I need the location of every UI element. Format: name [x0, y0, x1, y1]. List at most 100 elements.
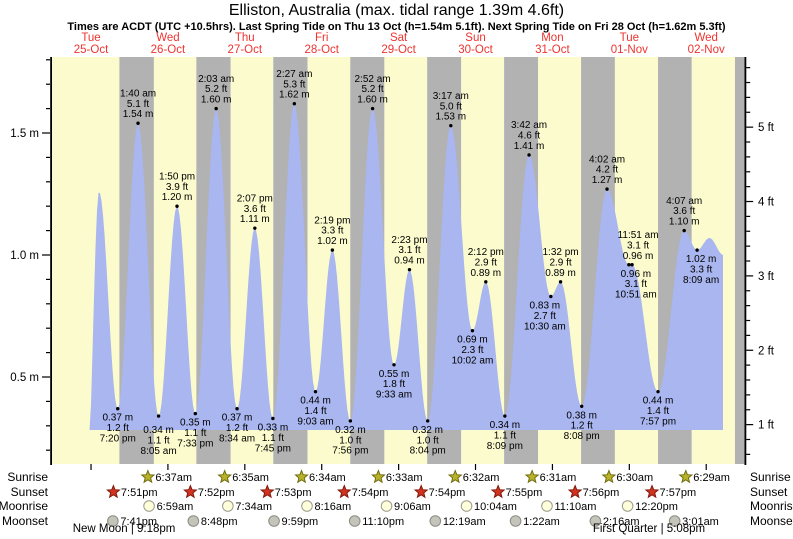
tide-annotation: 1.02 m [686, 254, 717, 265]
tide-annotation: 1.20 m [162, 192, 193, 203]
right-axis-tick [746, 349, 754, 351]
tide-annotation: 2.7 ft [534, 311, 556, 322]
left-axis-tick [46, 303, 50, 305]
tide-extreme-dot [348, 419, 353, 423]
tide-annotation: 2.3 ft [461, 345, 483, 356]
right-axis-tick [746, 81, 751, 84]
day-tick [244, 464, 246, 470]
sunset-time: 7:52pm [198, 487, 235, 499]
sunset-star-icon [183, 484, 198, 499]
right-axis-tick [746, 319, 751, 322]
left-axis-label: 1.5 m [10, 128, 39, 140]
tide-annotation: 1.11 m [240, 214, 270, 225]
sunset-time: 7:54pm [352, 487, 389, 499]
sunrise-star-icon [447, 469, 463, 484]
moonrise-icon [541, 500, 553, 512]
day-date-label: 25-Oct [74, 44, 109, 56]
tide-annotation: 4.6 ft [518, 131, 540, 142]
moonrise-icon [301, 500, 313, 512]
tide-annotation: 1.02 m [317, 236, 348, 247]
sunrise-star-icon [294, 469, 309, 484]
sunset-star-icon [490, 484, 506, 499]
tide-annotation: 0.55 m [379, 369, 410, 380]
tide-annotation: 1.27 m [592, 175, 623, 186]
day-name-label: Sat [390, 32, 408, 44]
sunset-star-icon [336, 484, 352, 499]
tide-annotation: 1.60 m [357, 95, 388, 106]
tide-annotation: 1.62 m [279, 90, 310, 101]
moonset-icon [668, 515, 681, 527]
tide-annotation: 5.2 ft [205, 84, 227, 95]
left-axis-tick [46, 205, 50, 207]
day-tick [167, 464, 169, 470]
right-axis-tick [746, 96, 751, 98]
moon-phase-label: New Moon | 9:18pm [73, 523, 176, 535]
tide-extreme-dot [549, 294, 553, 299]
tide-annotation: 7:33 pm [177, 438, 213, 449]
page-title: Elliston, Australia (max. tidal range 1.… [228, 2, 565, 19]
day-name-label: Thu [235, 32, 255, 44]
left-axis-tick [46, 449, 50, 451]
sunrise-time: 6:34am [309, 472, 346, 484]
day-name-label: Mon [541, 32, 563, 44]
tide-annotation: 9:33 am [376, 390, 412, 401]
tide-annotation: 4:07 am [666, 196, 702, 207]
sunrise-time: 6:29am [693, 472, 730, 484]
right-axis-label: 5 ft [758, 122, 775, 134]
right-axis-tick [746, 364, 751, 366]
tide-annotation: 2:12 pm [468, 247, 504, 258]
tide-extreme-dot [214, 106, 218, 111]
moonrise-icon [380, 500, 393, 512]
tide-extreme-dot [627, 263, 631, 267]
tide-annotation: 10:30 am [524, 321, 566, 332]
tide-extreme-dot [558, 280, 563, 284]
moonset-icon [348, 515, 361, 527]
moonset-icon [107, 515, 119, 527]
right-axis-tick [746, 200, 754, 203]
tide-annotation: 5.0 ft [440, 101, 462, 112]
right-axis-label: 4 ft [758, 197, 775, 209]
tide-annotation: 1:32 pm [542, 247, 578, 258]
sunrise-star-icon [601, 469, 617, 484]
sunrise-star-icon [217, 469, 233, 484]
sunset-time: 7:57pm [660, 487, 697, 499]
day-date-label: 28-Oct [304, 44, 339, 56]
right-axis-tick [746, 245, 751, 247]
left-axis-tick [46, 156, 50, 158]
right-axis-tick [746, 305, 751, 307]
day-tick [474, 464, 477, 470]
tide-annotation: 1.0 ft [339, 435, 361, 446]
moon-phase-label: First Quarter | 5:08pm [593, 523, 705, 535]
sunset-star-icon [644, 484, 660, 499]
tide-annotation: 8:34 am [219, 434, 255, 445]
moonset-icon [509, 515, 522, 527]
tide-annotation: 5.3 ft [283, 79, 305, 90]
tide-annotation: 3.6 ft [673, 206, 695, 217]
tide-annotation: 0.34 m [143, 425, 174, 436]
tide-annotation: 7:20 pm [100, 434, 136, 445]
moonrise-time: 8:16am [314, 501, 351, 513]
tide-annotation: 3.6 ft [244, 204, 266, 215]
moonset-time: 11:10pm [362, 516, 404, 528]
tide-extreme-dot [449, 123, 453, 128]
tide-annotation: 1.4 ft [647, 406, 669, 417]
tide-annotation: 0.32 m [412, 425, 443, 436]
sunrise-time: 6:31am [540, 472, 577, 484]
day-name-label: Wed [156, 32, 179, 44]
day-tick [321, 464, 323, 470]
day-tick [705, 464, 707, 470]
tide-annotation: 10:51 am [615, 290, 657, 301]
left-axis-label: 1.0 m [10, 250, 39, 262]
tide-annotation: 3.3 ft [321, 226, 343, 237]
tide-annotation: 3:17 am [433, 91, 469, 102]
tide-annotation: 0.32 m [335, 425, 366, 436]
tide-annotation: 4.2 ft [596, 165, 618, 176]
tide-annotation: 1.1 ft [147, 435, 169, 446]
tide-extreme-dot [370, 106, 375, 111]
left-axis-tick [46, 181, 50, 183]
sunrise-row-label-left: Sunrise [7, 470, 48, 484]
moonrise-time: 9:06am [394, 501, 431, 513]
tide-annotation: 3.1 ft [627, 240, 649, 251]
left-axis-label: 0.5 m [10, 372, 39, 384]
day-date-label: 26-Oct [151, 44, 186, 56]
